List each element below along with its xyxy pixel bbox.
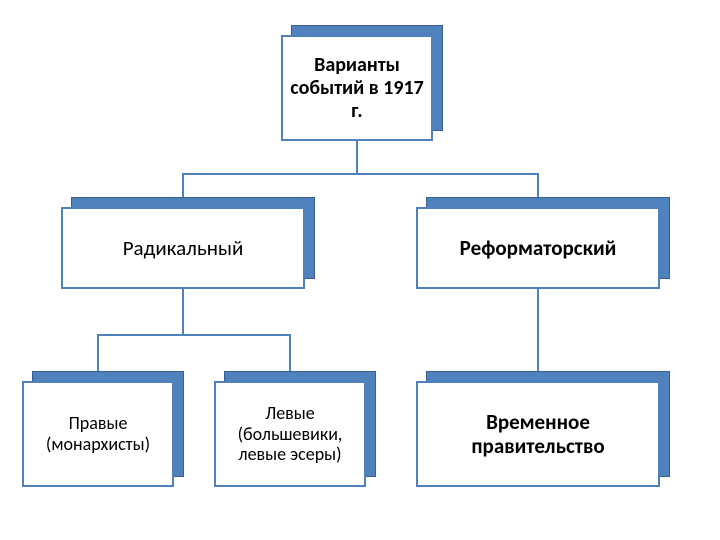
node-radical: Радикальный [61, 207, 315, 289]
node-right-monarchists: Правые (монархисты) [22, 381, 184, 487]
diagram-canvas: Варианты событий в 1917 г. Радикальный Р… [0, 0, 720, 540]
node-right-monarchists-box: Правые (монархисты) [22, 381, 174, 487]
node-root: Варианты событий в 1917 г. [281, 35, 443, 141]
connector [98, 289, 183, 381]
node-provisional-gov: Временное правительство [416, 381, 670, 487]
node-radical-label: Радикальный [123, 236, 244, 260]
node-left-bolsheviks-label: Левые (большевики, левые эсеры) [222, 403, 358, 465]
node-radical-box: Радикальный [61, 207, 305, 289]
node-reform-box: Реформаторский [416, 207, 660, 289]
node-root-box: Варианты событий в 1917 г. [281, 35, 433, 141]
node-root-label: Варианты событий в 1917 г. [289, 54, 425, 123]
connector [183, 289, 290, 381]
node-reform-label: Реформаторский [460, 236, 617, 260]
node-left-bolsheviks-box: Левые (большевики, левые эсеры) [214, 381, 366, 487]
node-provisional-gov-box: Временное правительство [416, 381, 660, 487]
node-right-monarchists-label: Правые (монархисты) [30, 413, 166, 454]
node-left-bolsheviks: Левые (большевики, левые эсеры) [214, 381, 376, 487]
node-provisional-gov-label: Временное правительство [424, 410, 652, 458]
node-reform: Реформаторский [416, 207, 670, 289]
